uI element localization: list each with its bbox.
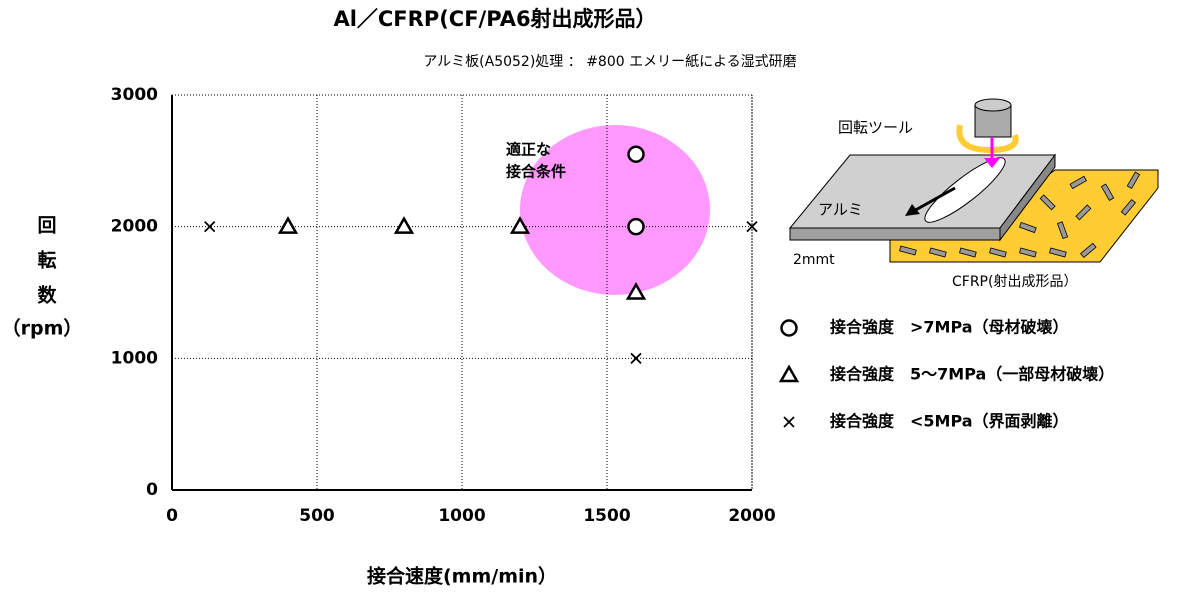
- travel-arrow: [911, 186, 956, 214]
- aluminum-edge: [999, 153, 1056, 242]
- illustration-label: アルミ: [818, 201, 863, 219]
- illustration: 回転ツール アルミ 2mmt CFRP(射出成形品）: [788, 98, 1159, 290]
- annotation: 適正な: [506, 141, 551, 159]
- x-tick-label: 500: [299, 506, 335, 526]
- legend-marker: [780, 319, 798, 337]
- y-axis-label: 回: [37, 215, 56, 237]
- x-tick-label: 2000: [728, 506, 775, 526]
- illustration-label: CFRP(射出成形品）: [952, 274, 1077, 290]
- x-tick-label: 1500: [583, 506, 630, 526]
- rotation-arrow: [956, 124, 1019, 154]
- marker: [625, 281, 647, 300]
- chart-subtitle: アルミ板(A5052)処理 ： #800 エメリー紙による湿式研磨: [423, 54, 796, 70]
- marker: [630, 352, 642, 364]
- x-tick-label: 1000: [438, 506, 485, 526]
- marker: [509, 216, 531, 234]
- tool-top: [974, 98, 1012, 112]
- travel-arrow-head: [905, 204, 920, 216]
- illustration-label: 回転ツール: [838, 119, 913, 137]
- marker: [277, 216, 299, 234]
- y-tick-label: 2000: [111, 217, 158, 237]
- marker: [746, 221, 758, 233]
- optimal-region: [520, 125, 710, 295]
- y-tick-label: 1000: [111, 348, 158, 368]
- legend-label: 接合強度 <5MPa（界面剥離）: [830, 412, 1069, 431]
- aluminum-side: [789, 227, 1001, 241]
- marker: [204, 221, 216, 233]
- x-tick-label: 0: [166, 506, 178, 526]
- y-axis-label: 転: [37, 250, 56, 272]
- legend-label: 接合強度 5～7MPa（一部母材破壊）: [830, 365, 1114, 384]
- legend-marker: [778, 364, 800, 383]
- marker: [627, 145, 645, 163]
- legend-marker: [783, 416, 795, 428]
- y-tick-label: 0: [146, 480, 158, 500]
- y-axis-label: （rpm）: [2, 317, 83, 340]
- legend-label: 接合強度 >7MPa（母材破壊）: [830, 318, 1069, 337]
- annotation: 接合条件: [506, 163, 566, 181]
- x-axis-label: 接合速度(mm/min）: [367, 565, 557, 588]
- weld-bead: [924, 157, 1006, 223]
- y-tick-label: 3000: [111, 85, 158, 105]
- marker: [393, 216, 415, 234]
- chart-title: Al／CFRP(CF/PA6射出成形品）: [333, 7, 656, 31]
- y-axis-label: 数: [37, 284, 57, 307]
- pressure-arrow-head: [984, 158, 1000, 168]
- illustration-label: 2mmt: [793, 252, 835, 268]
- marker: [627, 217, 645, 236]
